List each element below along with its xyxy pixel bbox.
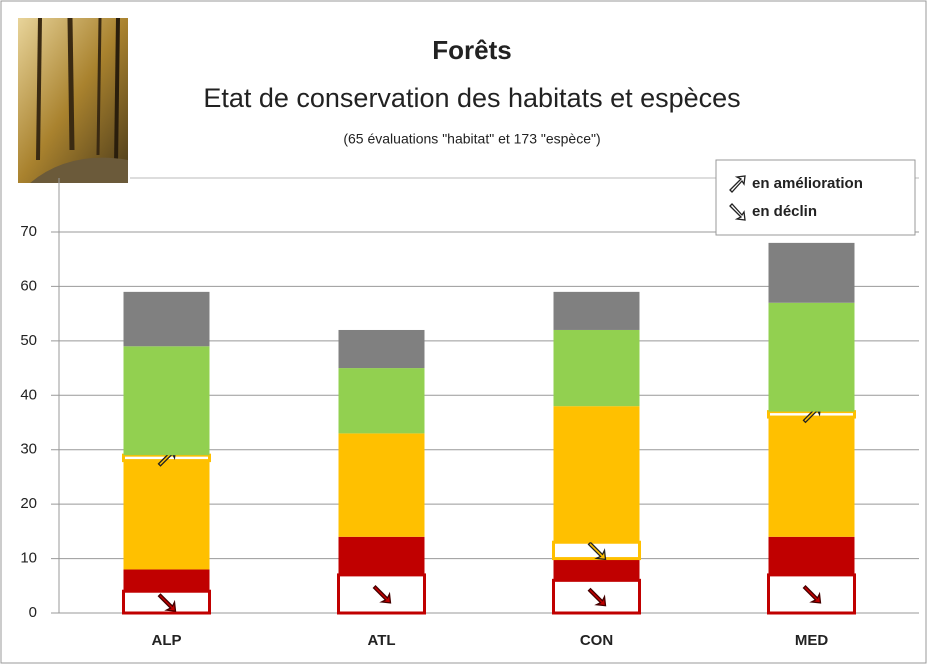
y-tick-label: 40 [20,386,37,403]
bar-segment [124,292,210,346]
chart-title: Forêts [432,35,511,65]
bar-segment [769,537,855,575]
bar-segment [339,433,425,536]
x-tick-label: ATL [367,632,395,649]
y-tick-label: 30 [20,441,37,458]
y-tick-label: 60 [20,277,37,294]
bar-segment [769,303,855,412]
bar-segment [339,368,425,433]
bar-segment [124,569,210,591]
y-tick-label: 50 [20,332,37,349]
forest-photo [18,18,128,183]
bar-segment [339,330,425,368]
x-tick-label: MED [795,632,829,649]
bar-segment [769,243,855,303]
bar-segment [554,406,640,542]
chart: Forêts Etat de conservation des habitats… [0,0,927,664]
bar-segment [554,559,640,581]
bar-segment [124,346,210,455]
y-tick-label: 0 [29,604,37,621]
bar-segment [124,461,210,570]
bar-segment [769,417,855,537]
bar-segment [339,537,425,575]
bar-segment [554,330,640,406]
chart-note: (65 évaluations "habitat" et 173 "espèce… [343,131,600,147]
legend-box [716,160,915,235]
y-tick-label: 10 [20,550,37,567]
y-tick-label: 20 [20,495,37,512]
bar-segment [554,292,640,330]
legend-label: en déclin [752,203,817,220]
y-tick-label: 70 [20,223,37,240]
x-tick-label: CON [580,632,613,649]
legend-label: en amélioration [752,175,863,192]
chart-subtitle: Etat de conservation des habitats et esp… [203,83,740,113]
legend: en amélioration en déclin [716,160,915,235]
x-tick-label: ALP [152,632,182,649]
